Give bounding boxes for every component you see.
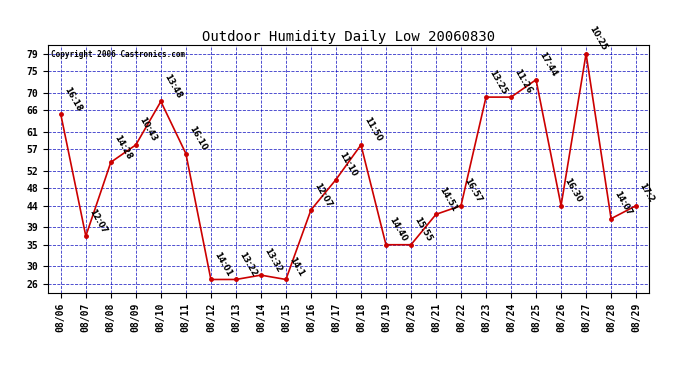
Text: 13:22: 13:22: [237, 251, 259, 278]
Text: 14:1: 14:1: [287, 255, 306, 278]
Text: 14:01: 14:01: [213, 251, 233, 278]
Text: 14:40: 14:40: [387, 216, 408, 243]
Text: 14:51: 14:51: [437, 185, 459, 213]
Text: 10:25: 10:25: [587, 25, 609, 52]
Text: 16:18: 16:18: [62, 86, 83, 113]
Text: 13:32: 13:32: [262, 246, 284, 274]
Text: 14:07: 14:07: [613, 190, 633, 217]
Text: 16:57: 16:57: [462, 177, 484, 204]
Text: 13:48: 13:48: [162, 72, 184, 100]
Text: 17:44: 17:44: [538, 51, 559, 78]
Text: Copyright 2006 Castronics.com: Copyright 2006 Castronics.com: [51, 50, 186, 59]
Text: 10:43: 10:43: [137, 116, 158, 144]
Text: 12:07: 12:07: [313, 181, 333, 209]
Text: 12:07: 12:07: [87, 207, 108, 235]
Text: 14:28: 14:28: [112, 133, 133, 161]
Text: 11:10: 11:10: [337, 150, 359, 178]
Text: 16:30: 16:30: [562, 177, 584, 204]
Title: Outdoor Humidity Daily Low 20060830: Outdoor Humidity Daily Low 20060830: [202, 30, 495, 44]
Text: 11:26: 11:26: [513, 68, 533, 96]
Text: 11:50: 11:50: [362, 116, 384, 144]
Text: 13:25: 13:25: [487, 68, 509, 96]
Text: 17:2: 17:2: [638, 182, 656, 204]
Text: 16:10: 16:10: [187, 124, 208, 152]
Text: 15:55: 15:55: [413, 216, 433, 243]
